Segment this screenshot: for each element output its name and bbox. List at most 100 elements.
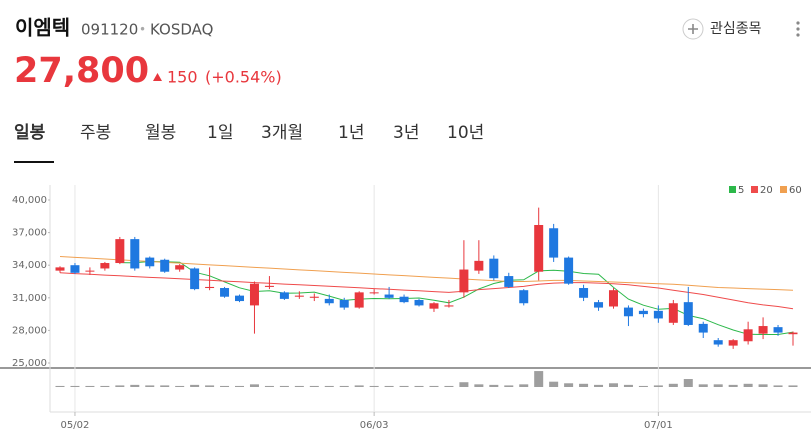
candle-body: [549, 228, 559, 258]
tab[interactable]: 일봉: [14, 123, 46, 143]
candle-body: [115, 239, 125, 264]
y-tick-label: 31,000: [12, 293, 47, 304]
candle-body: [235, 295, 245, 302]
candle-body: [773, 327, 783, 333]
candle-body: [444, 305, 454, 307]
plus-icon[interactable]: [688, 24, 698, 34]
volume-bar: [324, 385, 334, 387]
candle-body: [279, 292, 289, 299]
candle-body: [70, 265, 80, 273]
candle-body: [564, 257, 574, 284]
volume-bar: [429, 385, 439, 387]
legend-swatch: [729, 186, 736, 193]
candle-body: [85, 270, 95, 272]
stock-code: 091120: [81, 21, 138, 39]
volume-bar: [220, 385, 230, 387]
volume-bar: [534, 371, 544, 387]
volume-bar: [70, 385, 80, 387]
candle-body: [728, 340, 738, 346]
volume-bar: [100, 385, 110, 387]
candle-body: [429, 303, 439, 309]
tab[interactable]: 월봉: [145, 123, 176, 143]
volume-bar: [594, 384, 604, 387]
candle-body: [474, 260, 484, 271]
volume-bar: [145, 385, 155, 387]
candle-body: [294, 295, 304, 297]
volume-bar: [115, 385, 125, 387]
candle-body: [190, 268, 200, 290]
ma-line: [119, 260, 794, 335]
volume-bar: [339, 385, 349, 387]
legend-label: 60: [789, 185, 802, 196]
up-arrow: [153, 73, 162, 81]
volume-bar: [459, 382, 469, 387]
tab[interactable]: 주봉: [80, 123, 111, 143]
volume-bar: [354, 385, 364, 387]
volume-bar: [294, 385, 304, 387]
change-pct: (+0.54%): [205, 68, 282, 87]
candle-body: [160, 259, 170, 272]
volume-bar: [175, 385, 185, 387]
candle-body: [608, 290, 618, 307]
x-tick-label: 06/03: [360, 420, 389, 431]
legend-swatch: [751, 186, 758, 193]
volume-bar: [743, 383, 753, 387]
volume-bar: [519, 384, 529, 387]
x-tick-label: 07/01: [644, 420, 673, 431]
tab[interactable]: 1일: [207, 123, 233, 143]
dot[interactable]: [796, 27, 800, 31]
candle-body: [175, 265, 185, 270]
candle-body: [683, 302, 693, 325]
volume-bar: [758, 384, 768, 387]
candle-body: [324, 298, 334, 304]
volume-bar: [235, 385, 245, 387]
candle-body: [369, 292, 379, 294]
candle-body: [130, 239, 140, 269]
candle-body: [100, 263, 110, 269]
candle-body: [414, 299, 424, 306]
volume-bar: [190, 384, 200, 387]
tab[interactable]: 10년: [447, 123, 484, 143]
separator: •: [139, 23, 146, 37]
volume-bar: [653, 385, 663, 387]
volume-bar: [205, 385, 215, 387]
dot[interactable]: [796, 33, 800, 37]
tab[interactable]: 3개월: [261, 123, 303, 143]
volume-bar: [608, 383, 618, 387]
chart: 25,000 28,000 31,000 34,000 37,000 40,000 05/0…: [12, 185, 802, 431]
candle-body: [145, 257, 155, 267]
market: KOSDAQ: [150, 21, 213, 39]
watch-label[interactable]: 관심종목: [710, 21, 762, 37]
volume-bar: [309, 385, 319, 387]
volume-bar: [399, 385, 409, 387]
volume-bar: [668, 383, 678, 387]
candle-body: [758, 326, 768, 334]
ma-line: [59, 256, 794, 291]
candle-body: [534, 224, 544, 272]
ma-line: [59, 272, 794, 310]
watch-button[interactable]: 관심종목: [682, 18, 762, 40]
tab-bar: 일봉 주봉 월봉 1일 3개월 1년 3년 10년: [14, 123, 484, 143]
tab[interactable]: 1년: [338, 123, 364, 143]
candle-body: [399, 296, 409, 303]
volume-bar: [474, 384, 484, 387]
tab[interactable]: 3년: [393, 123, 419, 143]
candle-body: [384, 294, 394, 298]
candle-body: [594, 302, 604, 308]
volume-bar: [788, 385, 798, 387]
candle-body: [205, 286, 215, 289]
volume-bar: [698, 384, 708, 387]
candle-body: [713, 340, 723, 345]
more-menu[interactable]: [796, 21, 800, 37]
volume-bar: [773, 385, 783, 387]
candle-body: [309, 296, 319, 298]
volume-bar: [638, 385, 648, 387]
change: 150: [167, 68, 198, 87]
candle-body: [623, 307, 633, 317]
candle-body: [698, 323, 708, 333]
candle-body: [743, 329, 753, 342]
price: 27,800: [14, 51, 149, 91]
volume-bar: [384, 385, 394, 387]
dot[interactable]: [796, 21, 800, 25]
